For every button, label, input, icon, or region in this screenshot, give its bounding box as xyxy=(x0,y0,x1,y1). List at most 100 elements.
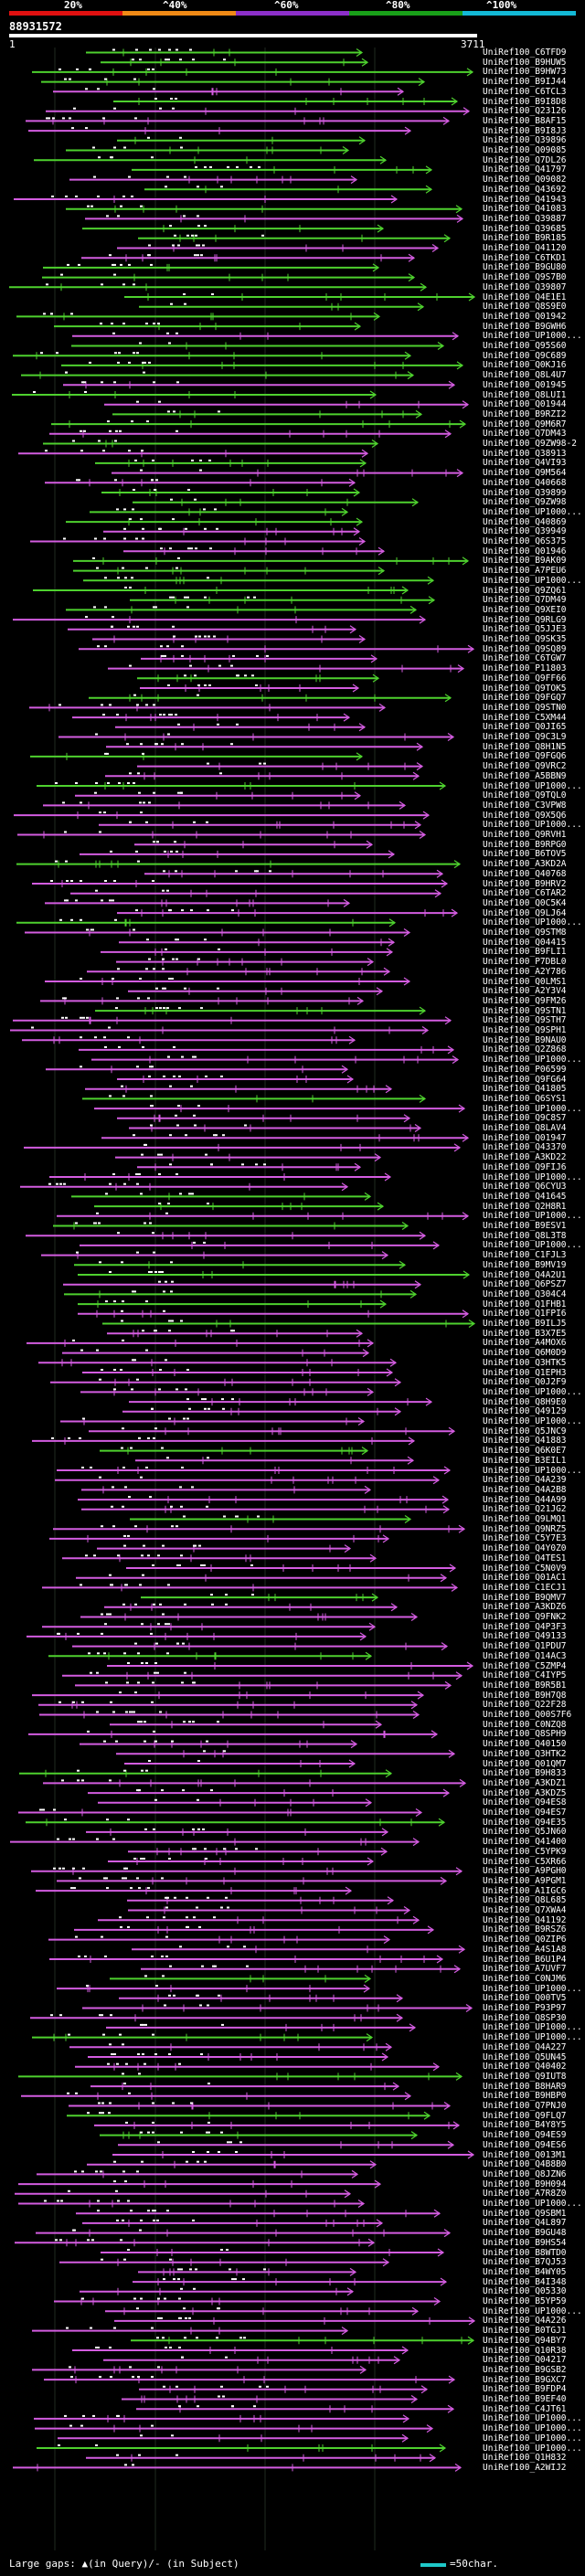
hit-label[interactable]: UniRef100_Q41083 xyxy=(483,204,567,215)
hit-label[interactable]: UniRef100_Q5JN60 xyxy=(483,1827,567,1838)
hit-label[interactable]: UniRef100_Q9XEI0 xyxy=(483,604,567,615)
hit-label[interactable]: UniRef100_A4S1A8 xyxy=(483,1944,567,1955)
hit-label[interactable]: UniRef100_Q9FIJ6 xyxy=(483,1161,567,1172)
hit-label[interactable]: UniRef100_Q6CYU3 xyxy=(483,1182,567,1193)
hit-label[interactable]: UniRef100_UP1000... xyxy=(483,1386,582,1397)
hit-label[interactable]: UniRef100_Q9IUT8 xyxy=(483,2071,567,2082)
hit-label[interactable]: UniRef100_Q9SBM1 xyxy=(483,2208,567,2219)
hit-label[interactable]: UniRef100_B9GU48 xyxy=(483,2228,567,2239)
hit-label[interactable]: UniRef100_C6TFD9 xyxy=(483,48,567,58)
hit-label[interactable]: UniRef100_B8WTD0 xyxy=(483,2247,567,2258)
hit-label[interactable]: UniRef100_Q41943 xyxy=(483,194,567,205)
hit-label[interactable]: UniRef100_Q01945 xyxy=(483,379,567,390)
hit-label[interactable]: UniRef100_UP1000... xyxy=(483,331,582,342)
hit-label[interactable]: UniRef100_Q9FNK2 xyxy=(483,1612,567,1622)
hit-label[interactable]: UniRef100_Q9C689 xyxy=(483,350,567,361)
hit-label[interactable]: UniRef100_Q94ES8 xyxy=(483,1797,567,1808)
hit-label[interactable]: UniRef100_Q9STN0 xyxy=(483,702,567,713)
hit-label[interactable]: UniRef100_B9GU80 xyxy=(483,262,567,273)
hit-label[interactable]: UniRef100_Q4Y0Z0 xyxy=(483,1543,567,1554)
hit-label[interactable]: UniRef100_Q49133 xyxy=(483,1631,567,1642)
hit-label[interactable]: UniRef100_B9QMV7 xyxy=(483,1592,567,1603)
hit-label[interactable]: UniRef100_UP1000... xyxy=(483,780,582,791)
hit-label[interactable]: UniRef100_UP1000... xyxy=(483,2433,582,2443)
hit-label[interactable]: UniRef100_Q41805 xyxy=(483,1084,567,1095)
hit-label[interactable]: UniRef100_Q8LAV4 xyxy=(483,1123,567,1133)
hit-label[interactable]: UniRef100_B9RZI2 xyxy=(483,408,567,419)
hit-label[interactable]: UniRef100_B9R185 xyxy=(483,233,567,244)
hit-label[interactable]: UniRef100_UP1000... xyxy=(483,2443,582,2454)
hit-label[interactable]: UniRef100_Q9TOK5 xyxy=(483,683,567,694)
hit-label[interactable]: UniRef100_C0NJM6 xyxy=(483,1973,567,1984)
hit-label[interactable]: UniRef100_C6TCL3 xyxy=(483,86,567,97)
hit-label[interactable]: UniRef100_B6TOV5 xyxy=(483,849,567,860)
hit-label[interactable]: UniRef100_Q6SYS1 xyxy=(483,1093,567,1104)
hit-label[interactable]: UniRef100_Q40869 xyxy=(483,516,567,527)
hit-label[interactable]: UniRef100_Q4E1E1 xyxy=(483,292,567,302)
hit-label[interactable]: UniRef100_Q9FGQ6 xyxy=(483,751,567,762)
hit-label[interactable]: UniRef100_Q4A2U1 xyxy=(483,1269,567,1280)
hit-label[interactable]: UniRef100_Q5JJE3 xyxy=(483,624,567,635)
hit-label[interactable]: UniRef100_Q39807 xyxy=(483,281,567,292)
hit-label[interactable]: UniRef100_Q0LMS1 xyxy=(483,976,567,987)
hit-label[interactable]: UniRef100_Q1FPI6 xyxy=(483,1309,567,1320)
hit-label[interactable]: UniRef100_B9H833 xyxy=(483,1768,567,1779)
hit-label[interactable]: UniRef100_Q4TES1 xyxy=(483,1553,567,1564)
hit-label[interactable]: UniRef100_Q4A239 xyxy=(483,1475,567,1486)
hit-label[interactable]: UniRef100_Q4A2B8 xyxy=(483,1484,567,1495)
hit-label[interactable]: UniRef100_B9HS54 xyxy=(483,2237,567,2248)
hit-label[interactable]: UniRef100_B9ESV1 xyxy=(483,1221,567,1231)
hit-label[interactable]: UniRef100_A7R8Z0 xyxy=(483,2189,567,2200)
hit-label[interactable]: UniRef100_Q9C8S7 xyxy=(483,1113,567,1124)
hit-label[interactable]: UniRef100_A2WIJ2 xyxy=(483,2462,567,2473)
hit-label[interactable]: UniRef100_Q0C5K4 xyxy=(483,897,567,908)
hit-label[interactable]: UniRef100_Q7DM43 xyxy=(483,429,567,440)
hit-label[interactable]: UniRef100_Q9VRC2 xyxy=(483,761,567,772)
hit-label[interactable]: UniRef100_A3KDZ6 xyxy=(483,1602,567,1613)
hit-label[interactable]: UniRef100_C4IYP5 xyxy=(483,1670,567,1681)
hit-label[interactable]: UniRef100_Q5UN45 xyxy=(483,2051,567,2062)
hit-label[interactable]: UniRef100_Q1H832 xyxy=(483,2453,567,2464)
hit-label[interactable]: UniRef100_UP1000... xyxy=(483,2022,582,2033)
hit-label[interactable]: UniRef100_C5XM44 xyxy=(483,712,567,723)
hit-label[interactable]: UniRef100_Q04217 xyxy=(483,2355,567,2366)
hit-label[interactable]: UniRef100_Q6K0E7 xyxy=(483,1446,567,1457)
hit-label[interactable]: UniRef100_Q8SP30 xyxy=(483,2012,567,2023)
hit-label[interactable]: UniRef100_Q1PDU7 xyxy=(483,1641,567,1652)
hit-label[interactable]: UniRef100_Q9FG64 xyxy=(483,1074,567,1085)
hit-label[interactable]: UniRef100_Q22F28 xyxy=(483,1700,567,1711)
hit-label[interactable]: UniRef100_A3KD2A xyxy=(483,859,567,870)
hit-label[interactable]: UniRef100_Q8L3T8 xyxy=(483,1230,567,1241)
hit-label[interactable]: UniRef100_Q01947 xyxy=(483,1132,567,1143)
hit-label[interactable]: UniRef100_Q94E35 xyxy=(483,1817,567,1828)
hit-label[interactable]: UniRef100_A2Y786 xyxy=(483,966,567,977)
hit-label[interactable]: UniRef100_Q6S375 xyxy=(483,536,567,546)
hit-label[interactable]: UniRef100_Q9SPH1 xyxy=(483,1025,567,1035)
hit-label[interactable]: UniRef100_B9ILJ5 xyxy=(483,1319,567,1329)
hit-label[interactable]: UniRef100_UP1000... xyxy=(483,1103,582,1114)
hit-label[interactable]: UniRef100_B8AF15 xyxy=(483,115,567,126)
hit-label[interactable]: UniRef100_Q04415 xyxy=(483,937,567,948)
hit-label[interactable]: UniRef100_A7PEU6 xyxy=(483,566,567,577)
hit-label[interactable]: UniRef100_Q9ZQ61 xyxy=(483,585,567,596)
hit-label[interactable]: UniRef100_Q39887 xyxy=(483,213,567,224)
hit-label[interactable]: UniRef100_Q4A226 xyxy=(483,2316,567,2327)
hit-label[interactable]: UniRef100_Q94ES9 xyxy=(483,2130,567,2141)
hit-label[interactable]: UniRef100_Q44A99 xyxy=(483,1494,567,1505)
hit-label[interactable]: UniRef100_Q4B8B0 xyxy=(483,2159,567,2170)
hit-label[interactable]: UniRef100_Q8H9E0 xyxy=(483,1396,567,1407)
hit-label[interactable]: UniRef100_B5YP59 xyxy=(483,2296,567,2306)
hit-label[interactable]: UniRef100_Q6PSZ7 xyxy=(483,1279,567,1290)
hit-label[interactable]: UniRef100_Q4VI93 xyxy=(483,458,567,469)
hit-label[interactable]: UniRef100_Q01944 xyxy=(483,399,567,410)
hit-label[interactable]: UniRef100_Q9LMQ1 xyxy=(483,1514,567,1524)
hit-label[interactable]: UniRef100_A3KDZ5 xyxy=(483,1787,567,1798)
hit-label[interactable]: UniRef100_Q43370 xyxy=(483,1142,567,1153)
hit-label[interactable]: UniRef100_B9H094 xyxy=(483,2178,567,2189)
hit-label[interactable]: UniRef100_Q9STH7 xyxy=(483,1015,567,1026)
hit-label[interactable]: UniRef100_C5ZMP4 xyxy=(483,1660,567,1671)
hit-label[interactable]: UniRef100_B9FLI1 xyxy=(483,947,567,958)
hit-label[interactable]: UniRef100_B3EIL1 xyxy=(483,1455,567,1466)
hit-label[interactable]: UniRef100_Q41120 xyxy=(483,243,567,253)
hit-label[interactable]: UniRef100_B9H7Q8 xyxy=(483,1690,567,1701)
